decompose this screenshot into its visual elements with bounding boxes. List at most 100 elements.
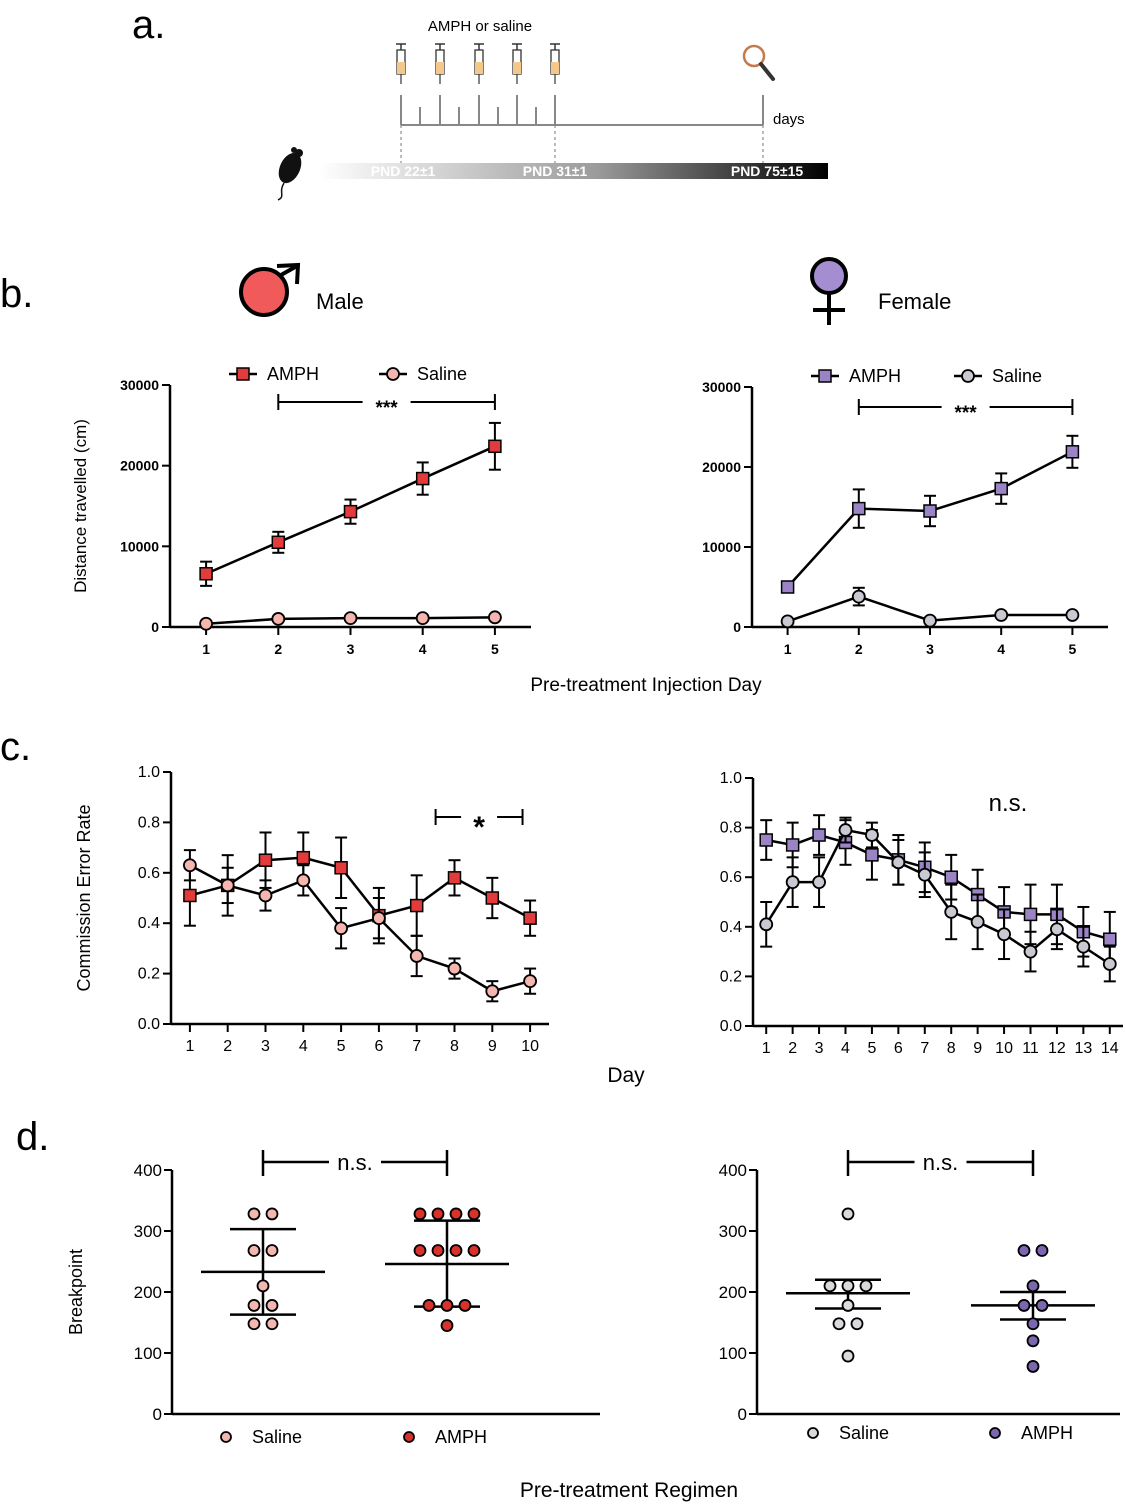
x-tick-label: 1: [784, 641, 792, 657]
data-point-saline: [970, 914, 985, 929]
legend-marker-amph: [236, 367, 250, 381]
legend-label: Saline: [992, 366, 1042, 386]
x-tick-label: 6: [894, 1040, 903, 1057]
data-point-saline: [485, 984, 500, 999]
data-point-saline: [487, 610, 502, 625]
chart-c-female: 0.00.20.40.60.81.01 2 3 4 5 6 7 8 9 10 11 12 13 14n.s…: [720, 770, 1123, 1057]
y-tick-label: 0.4: [138, 915, 160, 932]
y-tick-label: 0.0: [138, 1016, 160, 1033]
data-point-saline: [823, 1279, 837, 1293]
mouse-icon: [277, 147, 303, 201]
legend-marker-saline: [807, 1427, 819, 1439]
panel-label-d: d.: [16, 1115, 49, 1159]
legend-marker-saline: [220, 1431, 232, 1443]
x-tick-label: 9: [973, 1040, 982, 1057]
data-point-saline: [258, 888, 273, 903]
data-point-saline: [917, 867, 932, 882]
legend-label: AMPH: [267, 364, 319, 384]
data-point-amph: [1026, 1317, 1040, 1331]
data-point-amph: [422, 1299, 436, 1312]
data-point-saline: [812, 875, 826, 890]
x-tick-label: 6: [374, 1038, 383, 1055]
data-point-amph: [431, 1207, 445, 1221]
data-point-saline: [780, 614, 795, 629]
significance-label: n.s.: [923, 1150, 958, 1175]
data-point-amph: [1017, 1244, 1031, 1257]
syringe-liquid: [513, 62, 521, 74]
y-tick-label: 10000: [702, 539, 741, 555]
data-point-saline: [265, 1207, 279, 1221]
legend-marker-saline: [386, 367, 400, 381]
y-tick-label: 0: [738, 1405, 747, 1424]
pnd-label-2: PND 31±1: [523, 163, 588, 179]
legend-marker-amph: [818, 369, 832, 383]
data-point-amph: [994, 481, 1008, 496]
significance-label: n.s.: [989, 790, 1028, 817]
y-tick-label: 0: [153, 1405, 162, 1424]
data-point-saline: [832, 1317, 846, 1331]
data-point-saline: [247, 1244, 261, 1257]
significance-label: ***: [376, 398, 399, 419]
y-tick-label: 400: [134, 1161, 162, 1180]
y-tick-label: 0.8: [138, 814, 160, 831]
x-tick-label: 1: [185, 1038, 194, 1055]
x-tick-label: 2: [274, 641, 282, 657]
syringe-liquid: [436, 62, 444, 74]
data-point-saline: [759, 917, 774, 932]
data-point-saline: [343, 611, 358, 626]
legend-label: Saline: [417, 364, 467, 384]
data-point-amph: [467, 1244, 481, 1257]
y-tick-label: 400: [719, 1161, 747, 1180]
panel-label-b: b.: [0, 272, 33, 316]
syringe-liquid: [397, 62, 405, 74]
data-point-amph: [183, 888, 197, 903]
y-tick-label: 100: [719, 1344, 747, 1363]
data-point-saline: [265, 1299, 279, 1312]
data-point-amph: [440, 1319, 454, 1332]
b-xlabel: Pre-treatment Injection Day: [530, 675, 762, 696]
y-tick-label: 10000: [120, 538, 159, 554]
series-line-saline: [189, 864, 531, 993]
data-point-amph: [852, 501, 866, 516]
data-point-saline: [182, 858, 197, 873]
data-point-saline: [247, 1299, 261, 1312]
y-tick-label: 300: [719, 1222, 747, 1241]
series-line-amph: [189, 856, 531, 920]
x-tick-label: 11: [1022, 1040, 1039, 1057]
y-tick-label: 300: [134, 1222, 162, 1241]
data-point-saline: [851, 589, 866, 604]
chart-b-male: 0 10000 20000 30000 1 2 3 4 5 Distance travelled …: [71, 364, 531, 657]
data-point-amph: [1017, 1299, 1031, 1312]
y-axis-label: Commission Error Rate: [74, 804, 94, 991]
legend-label: AMPH: [1021, 1423, 1073, 1443]
data-point-amph: [431, 1244, 445, 1257]
y-axis-label: Breakpoint: [66, 1249, 86, 1335]
x-tick-label: 4: [419, 641, 427, 657]
data-point-amph: [415, 471, 430, 486]
significance-label: ***: [955, 403, 978, 424]
x-tick-label: 3: [347, 641, 355, 657]
x-tick-label: 10: [995, 1040, 1013, 1057]
chart-d-female: 0 100 200 300 400 n.s. Saline AMPH: [719, 1150, 1120, 1443]
legend: Saline AMPH: [807, 1423, 1073, 1443]
data-point-saline: [994, 608, 1009, 622]
data-point-saline: [785, 875, 800, 890]
y-tick-label: 0.6: [720, 869, 742, 886]
data-point-saline: [247, 1317, 261, 1331]
data-point-amph: [271, 535, 286, 550]
y-tick-label: 0.0: [720, 1018, 742, 1035]
data-point-saline: [1023, 944, 1038, 959]
syringe-icon: [396, 43, 406, 84]
legend: AMPH Saline: [811, 366, 1042, 386]
data-point-saline: [296, 873, 311, 888]
syringe-liquid: [551, 62, 559, 74]
data-point-saline: [265, 1317, 279, 1331]
legend: Saline AMPH: [220, 1427, 487, 1447]
data-point-amph: [1026, 1334, 1040, 1348]
x-tick-label: 8: [450, 1038, 459, 1055]
legend-marker-saline: [961, 369, 975, 383]
syringe-icon: [512, 43, 522, 84]
y-tick-label: 0: [733, 619, 741, 635]
x-tick-label: 4: [299, 1038, 308, 1055]
